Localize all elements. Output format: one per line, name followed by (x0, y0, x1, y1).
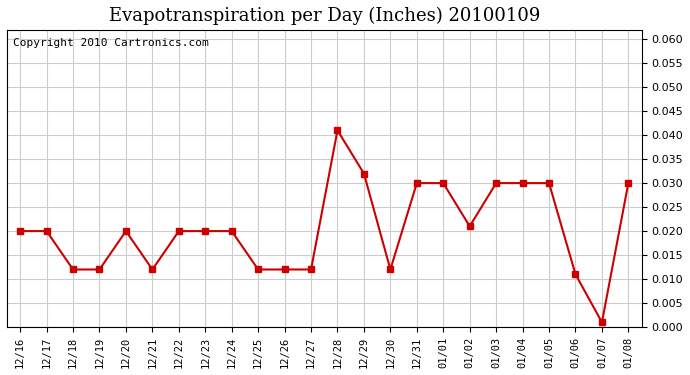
Title: Evapotranspiration per Day (Inches) 20100109: Evapotranspiration per Day (Inches) 2010… (108, 7, 540, 25)
Text: Copyright 2010 Cartronics.com: Copyright 2010 Cartronics.com (13, 39, 209, 48)
